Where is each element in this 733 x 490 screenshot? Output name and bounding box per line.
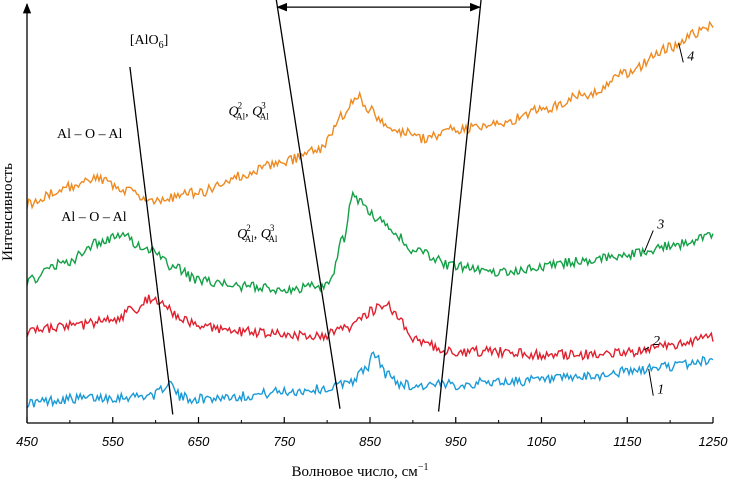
curve-1 [26,351,714,409]
guide-line-1 [129,66,174,415]
annotation-3: Al – O – Al [57,127,122,142]
annotation-4: Al – O – Al [61,210,126,225]
x-tick-label-550: 550 [102,434,124,449]
curve-3-label: 3 [656,217,664,232]
guide-line-group [129,0,482,415]
x-tick-label-850: 850 [359,434,381,449]
curve-4-leader [678,43,684,63]
curve-2-leader [644,346,650,351]
x-tick-label-1150: 1150 [613,434,642,449]
x-axis-title: Волновое число, см−1 [292,462,429,480]
curve-3-leader [643,230,654,253]
curve-4-label: 4 [687,49,694,64]
y-axis-title: Интенсивность [0,163,16,261]
curve-4 [26,20,714,210]
annotation-6: Q2 Al, Q3 Al [237,223,278,244]
x-tick-label-1250: 1250 [699,434,729,449]
guide-line-2 [275,0,341,409]
annotation-1: [AlO6] [130,33,168,51]
x-tick-label-650: 650 [188,434,210,449]
curve-2 [26,294,714,362]
guide-line-3 [437,0,482,412]
curve-3 [26,190,714,296]
x-tick-label-950: 950 [445,434,467,449]
curve-1-leader [648,368,654,396]
x-tick-label-450: 450 [16,434,38,449]
x-tick-label-1050: 1050 [527,434,557,449]
curve-1-label: 1 [657,383,664,398]
x-tick-label-750: 750 [273,434,295,449]
curve-2-label: 2 [653,334,660,349]
curve-group: 1 2 3 4 [26,20,714,409]
tick-group: 450 550 650 750 850 950 1050 1150 1250 [16,417,728,449]
annotation-5: Q2 Al, Q3 Al [229,100,270,121]
